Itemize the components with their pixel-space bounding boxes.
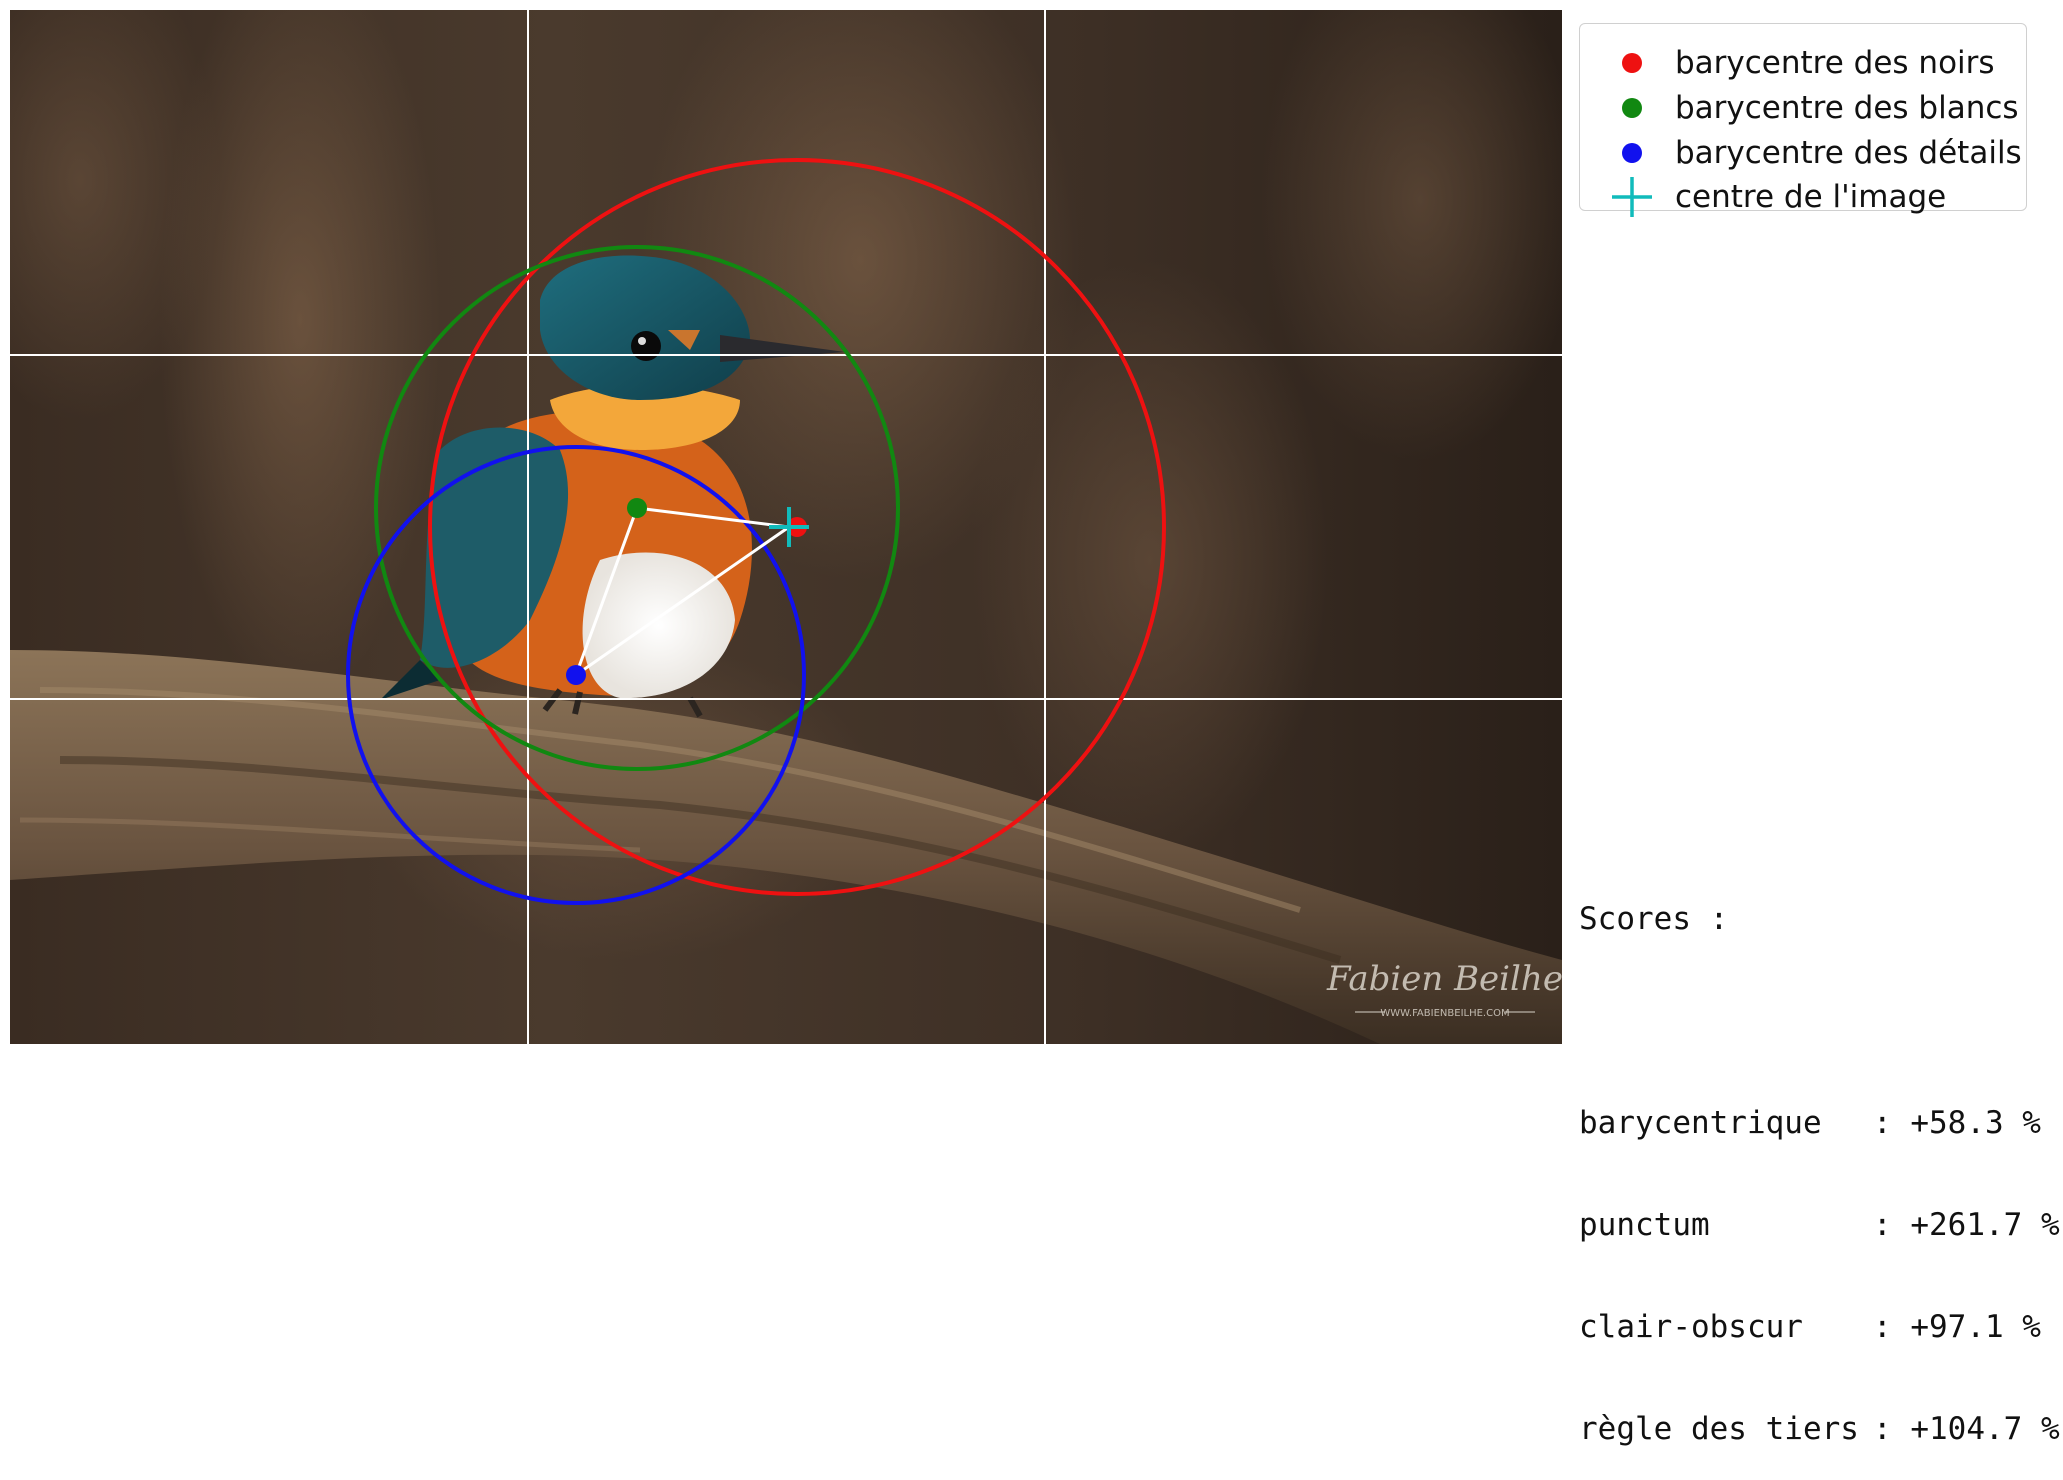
score-value: : +261.7 %: [1873, 1207, 2060, 1243]
legend-label: centre de l'image: [1675, 179, 1947, 215]
watermark-url: WWW.FABIENBEILHE.COM: [1380, 1008, 1509, 1019]
score-value: : +104.7 %: [1873, 1411, 2060, 1447]
barycentre-points: [566, 498, 809, 685]
legend-item-blancs: barycentre des blancs: [1580, 86, 2026, 130]
score-row: punctum : +261.7 %: [1579, 1208, 2060, 1242]
scores-spacer: [1579, 1004, 2060, 1038]
scores-title: Scores :: [1579, 901, 1729, 937]
legend-item-centre: centre de l'image: [1580, 175, 2026, 219]
link-blancs-details: [574, 507, 639, 676]
score-name: barycentrique: [1579, 1105, 1822, 1141]
link-blancs-centre: [636, 506, 790, 529]
score-value: : +58.3 %: [1873, 1105, 2041, 1141]
legend: barycentre des noirs barycentre des blan…: [1579, 23, 2027, 217]
barycentre-links: [574, 506, 790, 677]
link-details-centre: [575, 525, 790, 677]
point-blancs: [627, 498, 647, 518]
circle-blancs: [374, 245, 900, 771]
score-name: clair-obscur: [1579, 1309, 1803, 1345]
watermark-signature: Fabien Beilhe: [1326, 959, 1563, 999]
plus-icon: [1612, 177, 1652, 217]
legend-label: barycentre des blancs: [1675, 90, 2019, 126]
blue-dot-icon: [1622, 143, 1642, 163]
watermark: Fabien Beilhe WWW.FABIENBEILHE.COM: [1326, 959, 1563, 1019]
legend-item-details: barycentre des détails: [1580, 131, 2026, 175]
score-row: clair-obscur : +97.1 %: [1579, 1310, 2060, 1344]
score-row: barycentrique : +58.3 %: [1579, 1106, 2060, 1140]
circle-details: [346, 445, 806, 905]
point-details: [566, 665, 586, 685]
score-value: : +97.1 %: [1873, 1309, 2041, 1345]
bird-photo: Fabien Beilhe WWW.FABIENBEILHE.COM: [10, 10, 1563, 1044]
scores-panel: Scores : barycentrique : +58.3 % punctum:…: [1579, 834, 2060, 1480]
score-name: règle des tiers: [1579, 1411, 1859, 1447]
circle-noirs: [428, 158, 1166, 896]
score-row: règle des tiers : +104.7 %: [1579, 1412, 2060, 1446]
score-name: punctum: [1579, 1207, 1710, 1243]
legend-label: barycentre des détails: [1675, 135, 2022, 171]
green-dot-icon: [1622, 98, 1642, 118]
legend-label: barycentre des noirs: [1675, 45, 1995, 81]
red-dot-icon: [1622, 53, 1642, 73]
composition-figure: Fabien Beilhe WWW.FABIENBEILHE.COM: [10, 10, 1563, 1044]
legend-item-noirs: barycentre des noirs: [1580, 41, 2026, 85]
barycentre-circles: [346, 158, 1166, 905]
thirds-grid: [10, 10, 1562, 1044]
